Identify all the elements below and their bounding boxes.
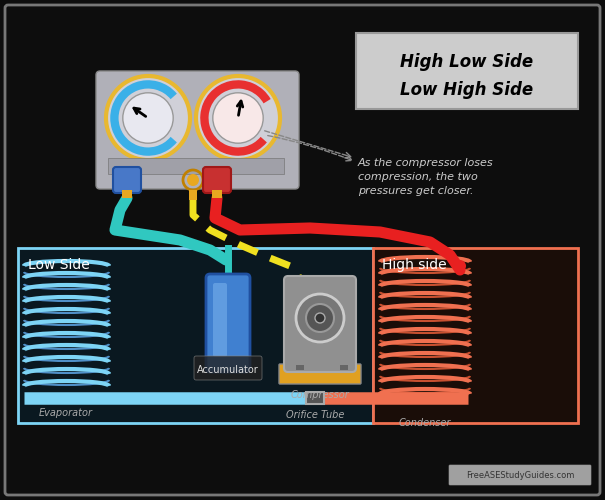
FancyBboxPatch shape (206, 274, 250, 372)
Circle shape (187, 174, 199, 186)
Bar (18, 248, 373, 423)
FancyBboxPatch shape (279, 364, 361, 384)
Bar (122, 190, 132, 198)
Bar (306, 392, 324, 404)
Bar (340, 365, 348, 370)
Text: Evaporator: Evaporator (39, 408, 93, 418)
Text: Low Side: Low Side (28, 258, 90, 272)
Circle shape (123, 93, 173, 143)
Circle shape (306, 304, 334, 332)
FancyBboxPatch shape (284, 276, 356, 372)
Circle shape (296, 294, 344, 342)
Text: FreeASEStudyGuides.com: FreeASEStudyGuides.com (466, 470, 574, 480)
Circle shape (315, 313, 325, 323)
Text: Accumulator: Accumulator (197, 365, 259, 375)
Bar (373, 248, 578, 423)
Text: As the compressor loses
compression, the two
pressures get closer.: As the compressor loses compression, the… (358, 158, 494, 196)
Text: Compressor: Compressor (290, 390, 349, 400)
FancyBboxPatch shape (113, 167, 141, 193)
Circle shape (106, 76, 190, 160)
Circle shape (196, 76, 280, 160)
Circle shape (454, 260, 466, 272)
Circle shape (213, 93, 263, 143)
Text: Low High Side: Low High Side (401, 81, 534, 99)
FancyBboxPatch shape (194, 356, 262, 380)
Text: High side: High side (382, 258, 446, 272)
Bar (108, 158, 284, 174)
FancyBboxPatch shape (203, 167, 231, 193)
Bar (296, 365, 304, 370)
FancyBboxPatch shape (449, 465, 591, 485)
Bar (189, 190, 197, 200)
Text: High Low Side: High Low Side (401, 53, 534, 71)
FancyBboxPatch shape (213, 283, 227, 357)
FancyBboxPatch shape (356, 33, 578, 109)
Text: Orifice Tube: Orifice Tube (286, 410, 344, 420)
FancyBboxPatch shape (96, 71, 299, 189)
Bar (212, 190, 222, 198)
Text: Condenser: Condenser (399, 418, 451, 428)
